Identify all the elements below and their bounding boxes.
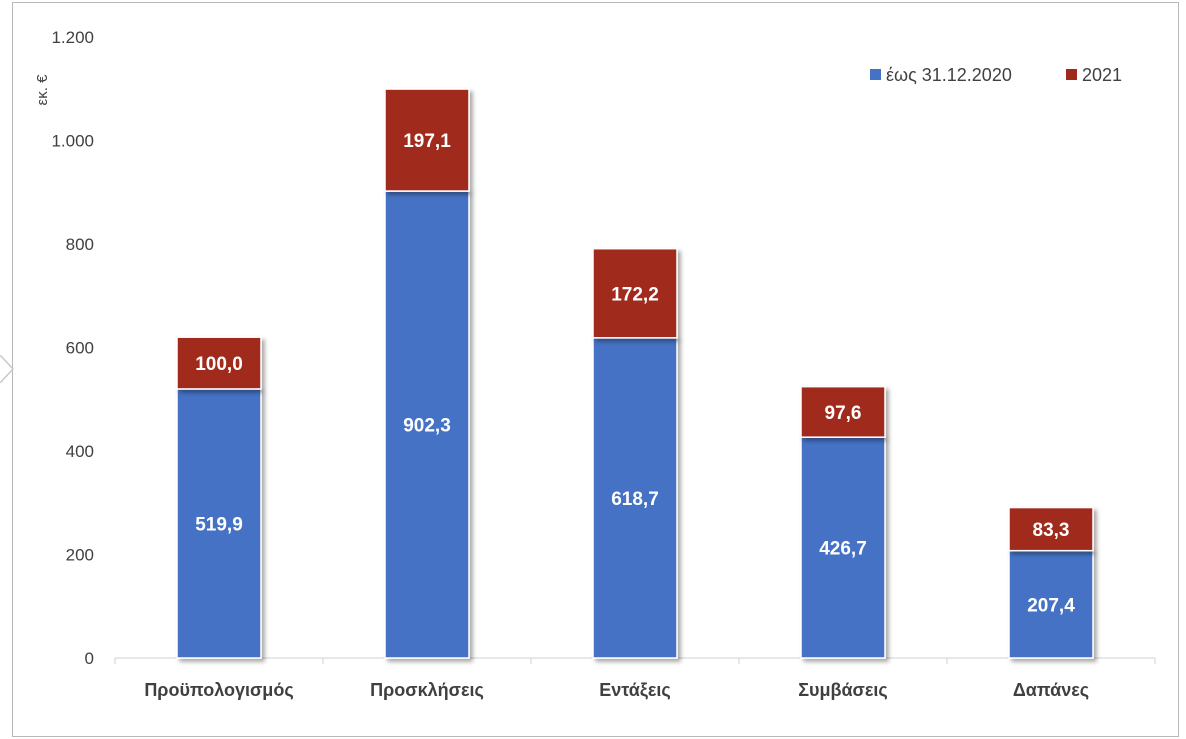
data-label: 172,2 <box>611 284 659 305</box>
legend: έως 31.12.2020 2021 <box>870 65 1122 85</box>
bar-segment-2021 <box>592 247 678 339</box>
x-category-label: Εντάξεις <box>599 680 671 701</box>
legend-swatch <box>1066 69 1077 80</box>
bar-segment-until-2020 <box>176 388 262 659</box>
legend-label: έως 31.12.2020 <box>886 65 1012 85</box>
bar-segment-2021 <box>176 336 262 390</box>
y-axis-title: εκ. € <box>34 74 51 106</box>
data-label: 83,3 <box>1033 520 1070 541</box>
y-tick-label: 1.000 <box>51 132 94 151</box>
side-pointer-icon <box>0 355 14 383</box>
bar-segment-2021 <box>1008 506 1094 552</box>
y-tick-label: 0 <box>85 649 94 668</box>
bar-segment-2021 <box>800 385 886 438</box>
data-label: 426,7 <box>819 539 867 560</box>
y-tick-label: 600 <box>66 339 94 358</box>
bar-segment-2021 <box>384 88 470 192</box>
axes: 0 200 400 600 800 1.000 1.200 Προϋπολογισμός Προ… <box>51 28 1156 701</box>
y-tick-label: 200 <box>66 546 94 565</box>
data-label: 207,4 <box>1027 595 1075 616</box>
x-category-label: Δαπάνες <box>1013 680 1089 700</box>
x-category-label: Συμβάσεις <box>798 680 888 700</box>
x-category-label: Προϋπολογισμός <box>144 680 293 700</box>
data-label: 519,9 <box>195 514 243 535</box>
data-label: 618,7 <box>611 489 659 510</box>
x-category-label: Προσκλήσεις <box>370 680 484 700</box>
bar-segment-until-2020 <box>800 436 886 659</box>
y-tick-label: 400 <box>66 442 94 461</box>
bar-segment-until-2020 <box>1008 549 1094 659</box>
data-label: 97,6 <box>825 403 862 424</box>
data-label: 902,3 <box>403 416 451 437</box>
bars: 519,9 100,0 902,3 197,1 618,7 172,2 426,7 97,6 2… <box>176 88 1094 659</box>
data-label: 100,0 <box>195 354 243 375</box>
data-label: 197,1 <box>403 131 451 152</box>
legend-label: 2021 <box>1082 65 1122 85</box>
legend-swatch <box>870 69 881 80</box>
y-tick-label: 800 <box>66 235 94 254</box>
bar-segment-until-2020 <box>384 190 470 659</box>
bar-segment-until-2020 <box>592 337 678 659</box>
y-tick-label: 1.200 <box>51 28 94 47</box>
